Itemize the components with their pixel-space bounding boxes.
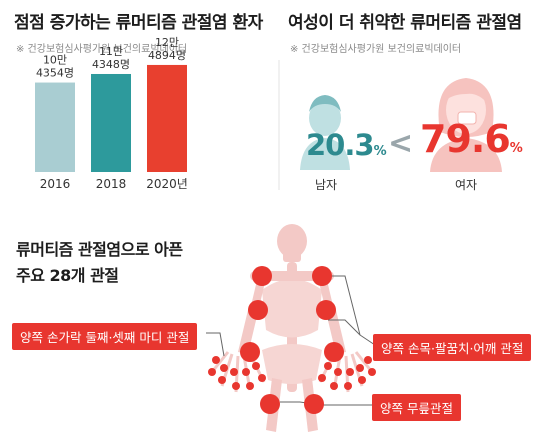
less-than-symbol: < bbox=[388, 126, 414, 161]
male-percent-unit: % bbox=[373, 144, 387, 159]
bar-value-label: 10만 bbox=[43, 54, 67, 67]
finger-joint-marker bbox=[368, 368, 376, 376]
gender-title: 여성이 더 취약한 류머티즘 관절염 bbox=[288, 13, 522, 33]
finger-joint-marker bbox=[242, 368, 250, 376]
finger-joint-marker bbox=[346, 368, 354, 376]
chart-title: 점점 증가하는 류머티즘 관절염 환자 bbox=[14, 13, 263, 33]
finger-joint-marker bbox=[330, 382, 338, 390]
bar-2016 bbox=[35, 82, 75, 172]
category-label: 2020년 bbox=[146, 177, 188, 191]
joints-title-line1: 류머티즘 관절염으로 아픈 bbox=[16, 240, 183, 259]
female-percent-value: 79.6 bbox=[420, 117, 511, 161]
male-percent-value: 20.3 bbox=[306, 128, 375, 162]
male-figure-icon bbox=[300, 95, 350, 170]
joints-title-line2: 주요 28개 관절 bbox=[16, 266, 119, 285]
major-joint-marker bbox=[324, 342, 344, 362]
callout-fingers: 양쪽 손가락 둘째·셋째 마디 관절 bbox=[12, 323, 198, 350]
finger-joint-marker bbox=[358, 376, 366, 384]
finger-joint-marker bbox=[364, 356, 372, 364]
category-label: 2018 bbox=[96, 177, 127, 191]
female-percent-unit: % bbox=[509, 141, 523, 156]
bar-2020년 bbox=[147, 64, 187, 172]
finger-joint-marker bbox=[218, 376, 226, 384]
female-label: 여자 bbox=[455, 178, 478, 192]
finger-joint-marker bbox=[324, 362, 332, 370]
finger-joint-marker bbox=[356, 364, 364, 372]
bar-value-label: 11만 bbox=[99, 45, 123, 58]
finger-joint-marker bbox=[344, 382, 352, 390]
finger-joint-marker bbox=[230, 368, 238, 376]
finger-joint-marker bbox=[258, 374, 266, 382]
major-joint-marker bbox=[316, 300, 336, 320]
finger-joint-marker bbox=[318, 374, 326, 382]
finger-joint-marker bbox=[232, 382, 240, 390]
major-joint-marker bbox=[260, 394, 280, 414]
female-percent: 79.6% bbox=[420, 117, 523, 161]
bar-value-label: 4348명 bbox=[92, 58, 130, 71]
callout-wrist-elbow-shoulder: 양쪽 손목·팔꿈치·어깨 관절 bbox=[373, 334, 532, 361]
major-joint-marker bbox=[240, 342, 260, 362]
major-joint-marker bbox=[252, 266, 272, 286]
category-label: 2016 bbox=[40, 177, 71, 191]
finger-joint-marker bbox=[246, 382, 254, 390]
gender-source: ※ 건강보험심사평가원 보건의료빅데이터 bbox=[290, 44, 462, 55]
major-joint-marker bbox=[304, 394, 324, 414]
finger-joint-marker bbox=[208, 368, 216, 376]
bar-2018 bbox=[91, 73, 131, 172]
bar-value-label: 4354명 bbox=[36, 67, 74, 80]
female-figure-icon bbox=[430, 78, 502, 172]
joint-markers bbox=[208, 266, 376, 414]
finger-joint-marker bbox=[252, 362, 260, 370]
finger-joint-marker bbox=[220, 364, 228, 372]
bar-value-label: 4894명 bbox=[148, 49, 186, 62]
callout-knee: 양쪽 무릎관절 bbox=[372, 394, 461, 421]
major-joint-marker bbox=[312, 266, 332, 286]
finger-joint-marker bbox=[334, 368, 342, 376]
skeleton-figure bbox=[210, 224, 374, 432]
male-percent: 20.3% bbox=[306, 128, 387, 162]
male-label: 남자 bbox=[315, 178, 338, 192]
finger-joint-marker bbox=[212, 356, 220, 364]
chart-source: ※ 건강보험심사평가원 보건의료빅데이터 bbox=[16, 44, 188, 55]
major-joint-marker bbox=[248, 300, 268, 320]
bar-value-label: 12만 bbox=[155, 36, 179, 49]
